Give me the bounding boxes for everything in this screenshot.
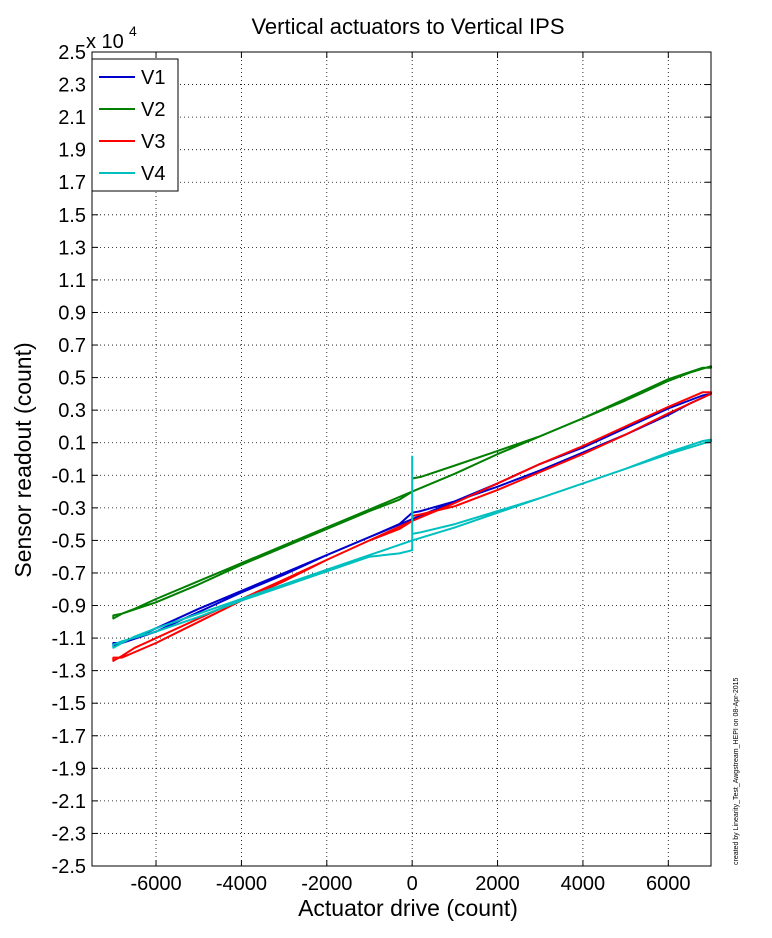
- y-axis-label: Sensor readout (count): [10, 342, 36, 577]
- chart-title: Vertical actuators to Vertical IPS: [251, 14, 564, 39]
- legend-label-v1: V1: [141, 67, 165, 89]
- x-tick-label: 6000: [646, 873, 691, 895]
- y-tick-label: -1.5: [52, 693, 86, 715]
- x-tick-label: 0: [407, 873, 418, 895]
- legend-box: [91, 58, 179, 192]
- y-exponent-power: 4: [129, 23, 137, 39]
- y-tick-label: 2.3: [58, 75, 86, 97]
- y-tick-label: 0.7: [58, 335, 86, 357]
- y-exponent-label: x 10: [86, 31, 124, 53]
- y-tick-label: -0.3: [52, 498, 86, 520]
- y-tick-label: 0.3: [58, 400, 86, 422]
- y-tick-label: 0.9: [58, 302, 86, 324]
- legend-label-v3: V3: [141, 131, 165, 153]
- x-tick-label: -4000: [216, 873, 267, 895]
- y-exponent: x 10 4: [86, 23, 137, 53]
- x-tick-label: 2000: [475, 873, 520, 895]
- y-tick-label: -2.1: [52, 791, 86, 813]
- y-tick-label: -2.3: [52, 823, 86, 845]
- y-tick-label: -0.9: [52, 596, 86, 618]
- y-tick-label: -0.7: [52, 563, 86, 585]
- y-tick-label: -1.3: [52, 661, 86, 683]
- y-tick-label: -1.7: [52, 726, 86, 748]
- y-tick-label: -1.9: [52, 758, 86, 780]
- y-tick-label: 2.5: [58, 42, 86, 64]
- legend: V1 V2 V3 V4: [91, 58, 179, 192]
- series-line-v4: [112, 438, 712, 649]
- series-layer: [112, 365, 712, 662]
- y-tick-label: -0.5: [52, 530, 86, 552]
- x-tick-label: -6000: [130, 873, 181, 895]
- y-tick-label: -2.5: [52, 856, 86, 878]
- x-axis-label: Actuator drive (count): [298, 895, 518, 921]
- legend-label-v2: V2: [141, 99, 165, 121]
- x-tick-label: 4000: [561, 873, 606, 895]
- y-tick-label: 1.1: [58, 270, 86, 292]
- y-tick-label: 1.7: [58, 172, 86, 194]
- y-ticks: 2.5 2.3 2.1 1.9 1.7 1.5 1.3 1.1 0.9 0.7 0.5 0.3 0.1 -…: [52, 42, 711, 878]
- plot-frame: [91, 51, 712, 867]
- y-tick-label: 0.1: [58, 433, 86, 455]
- series-line-v3: [112, 391, 712, 662]
- y-tick-label: 1.5: [58, 205, 86, 227]
- x-tick-label: -2000: [301, 873, 352, 895]
- y-tick-label: 0.5: [58, 368, 86, 390]
- side-note: created by Linearity_Test_Awgstream_HEPI…: [733, 677, 740, 865]
- series-line-v2: [112, 365, 712, 620]
- y-tick-label: 1.9: [58, 140, 86, 162]
- y-tick-label: -1.1: [52, 628, 86, 650]
- legend-label-v4: V4: [141, 163, 165, 185]
- y-tick-label: 2.1: [58, 107, 86, 129]
- y-tick-label: 1.3: [58, 237, 86, 259]
- y-tick-label: -0.1: [52, 465, 86, 487]
- x-ticks: -6000 -4000 -2000 0 2000 4000 6000: [130, 52, 691, 895]
